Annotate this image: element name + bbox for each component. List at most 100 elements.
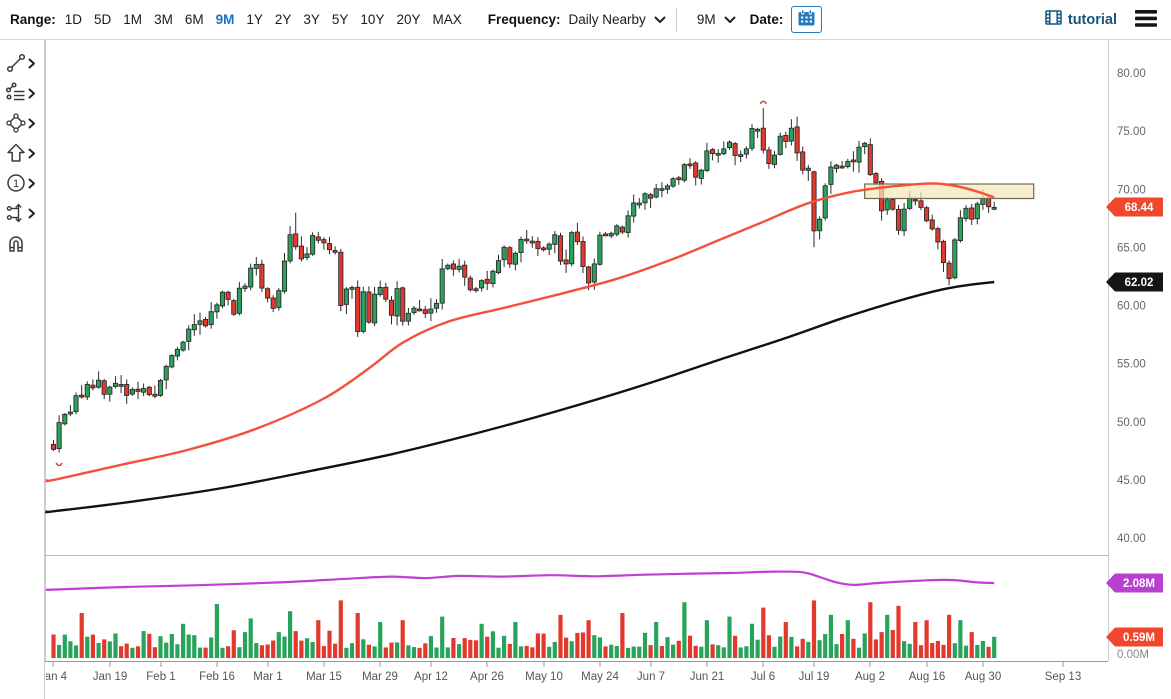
tutorial-button[interactable]: tutorial	[1045, 10, 1117, 29]
svg-text:Apr 26: Apr 26	[470, 671, 504, 683]
volume-badge: 0.59M	[1106, 627, 1163, 647]
shapes-tool[interactable]	[0, 112, 44, 137]
svg-text:1: 1	[13, 178, 19, 190]
svg-text:Jan 4: Jan 4	[39, 671, 68, 683]
svg-text:Jun 21: Jun 21	[690, 671, 725, 683]
svg-text:40.00: 40.00	[1117, 533, 1146, 545]
open-interest-badge: 2.08M	[1106, 573, 1163, 593]
svg-text:68.44: 68.44	[1125, 202, 1154, 214]
chevron-right-icon	[28, 147, 36, 162]
svg-text:0.59M: 0.59M	[1123, 632, 1155, 644]
svg-text:May 24: May 24	[581, 671, 619, 683]
period-value: 9M	[696, 12, 716, 27]
magnet-snap-tool[interactable]	[0, 233, 44, 255]
arrow-marker-icon	[5, 142, 27, 167]
svg-text:Aug 16: Aug 16	[909, 671, 945, 683]
drawing-toolbar: 1	[0, 40, 45, 699]
range-5y[interactable]: 5Y	[331, 12, 349, 27]
trend-lines-list-icon	[5, 81, 27, 107]
number-annotation-icon: 1	[5, 172, 27, 197]
svg-text:2.08M: 2.08M	[1123, 578, 1155, 590]
last-price-badge: 68.44	[1106, 197, 1163, 217]
calendar-icon	[797, 9, 816, 30]
svg-text:75.00: 75.00	[1117, 126, 1146, 138]
range-1d[interactable]: 1D	[64, 12, 83, 27]
svg-text:45.00: 45.00	[1117, 475, 1146, 487]
menu-icon	[1135, 9, 1157, 30]
svg-text:Feb 16: Feb 16	[199, 671, 235, 683]
svg-text:55.00: 55.00	[1117, 359, 1146, 371]
date-label: Date:	[749, 12, 784, 27]
svg-text:May 10: May 10	[525, 671, 563, 683]
trend-line-icon	[5, 52, 27, 77]
high-marker	[759, 100, 767, 105]
svg-text:80.00: 80.00	[1117, 68, 1146, 80]
svg-text:Jul 6: Jul 6	[751, 671, 775, 683]
range-6m[interactable]: 6M	[184, 12, 204, 27]
svg-text:Aug 2: Aug 2	[855, 671, 885, 683]
range-max[interactable]: MAX	[432, 12, 462, 27]
chevron-right-icon	[28, 207, 36, 222]
svg-text:65.00: 65.00	[1117, 242, 1146, 254]
chevron-right-icon	[28, 87, 36, 102]
svg-text:Jan 19: Jan 19	[93, 671, 128, 683]
range-20y[interactable]: 20Y	[396, 12, 421, 27]
range-selector: 1D 5D 1M 3M 6M 9M 1Y 2Y 3Y 5Y 10Y 20Y MAX	[65, 10, 474, 29]
svg-text:Sep 13: Sep 13	[1045, 671, 1081, 683]
tutorial-label: tutorial	[1067, 11, 1117, 28]
range-9m[interactable]: 9M	[215, 12, 235, 27]
svg-text:0.00M: 0.00M	[1117, 649, 1149, 661]
chevron-down-icon	[724, 12, 736, 27]
range-5d[interactable]: 5D	[94, 12, 112, 27]
trend-lines-list-tool[interactable]	[0, 81, 44, 107]
range-10y[interactable]: 10Y	[360, 12, 385, 27]
svg-text:Jun 7: Jun 7	[637, 671, 665, 683]
range-label: Range:	[10, 12, 56, 27]
film-icon	[1045, 10, 1062, 29]
open-interest-line	[44, 570, 995, 591]
svg-text:60.00: 60.00	[1117, 301, 1146, 313]
top-toolbar: Range: 1D 5D 1M 3M 6M 9M 1Y 2Y 3Y 5Y 10Y 20Y MAX Fre…	[0, 0, 1171, 40]
date-picker-button[interactable]	[791, 6, 823, 33]
frequency-value: Daily Nearby	[568, 12, 646, 27]
shapes-icon	[5, 112, 27, 137]
chevron-down-icon	[654, 12, 666, 27]
range-1y[interactable]: 1Y	[246, 12, 263, 27]
range-3y[interactable]: 3Y	[303, 12, 320, 27]
time-axis-ticks	[52, 662, 1064, 667]
svg-text:Mar 1: Mar 1	[253, 671, 282, 683]
volume-bars	[51, 600, 997, 658]
toolbar-divider	[675, 7, 677, 32]
svg-text:70.00: 70.00	[1117, 184, 1146, 196]
ma-fast-line	[44, 182, 995, 483]
svg-text:62.02: 62.02	[1125, 277, 1154, 289]
svg-text:Jul 19: Jul 19	[799, 671, 830, 683]
number-annotation-tool[interactable]: 1	[0, 173, 44, 195]
ma-slow-line	[43, 280, 995, 514]
low-marker	[55, 462, 63, 467]
trend-line-tool[interactable]	[0, 53, 44, 75]
price-levels-icon	[5, 202, 27, 227]
chevron-right-icon	[28, 117, 36, 132]
pane-borders	[45, 40, 1109, 662]
magnet-snap-icon	[5, 232, 27, 257]
menu-button[interactable]	[1133, 8, 1159, 32]
svg-text:Mar 15: Mar 15	[306, 671, 342, 683]
period-dropdown[interactable]: 9M	[697, 12, 736, 27]
arrow-marker-tool[interactable]	[0, 143, 44, 165]
time-axis: Jan 4 Jan 19 Feb 1 Feb 16 Mar 1 Mar 15 Mar 29 A…	[39, 671, 1081, 683]
svg-text:Mar 29: Mar 29	[362, 671, 398, 683]
price-levels-tool[interactable]	[0, 202, 44, 227]
frequency-label: Frequency:	[487, 12, 561, 27]
chevron-right-icon	[28, 177, 36, 192]
svg-text:50.00: 50.00	[1117, 417, 1146, 429]
ma-value-badge: 62.02	[1106, 272, 1163, 292]
range-2y[interactable]: 2Y	[274, 12, 292, 27]
range-1m[interactable]: 1M	[123, 12, 143, 27]
range-3m[interactable]: 3M	[154, 12, 173, 27]
svg-text:Feb 1: Feb 1	[146, 671, 175, 683]
svg-text:Aug 30: Aug 30	[965, 671, 1001, 683]
frequency-dropdown[interactable]: Daily Nearby	[569, 12, 666, 27]
